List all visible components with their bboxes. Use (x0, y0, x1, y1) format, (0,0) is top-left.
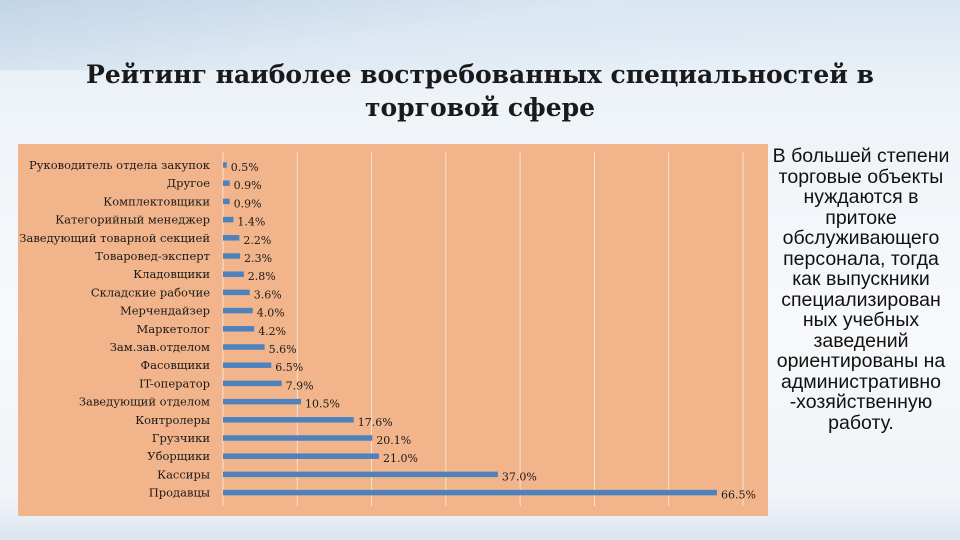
data-label: 4.0% (257, 307, 285, 320)
category-label: Другое (167, 176, 210, 190)
side-comment: В большей степени торговые объекты нужда… (772, 145, 950, 434)
category-label: IT-оператор (139, 376, 210, 390)
bar (223, 235, 240, 241)
data-label: 10.5% (305, 398, 340, 411)
category-label: Складские рабочие (91, 285, 210, 299)
bar (223, 471, 498, 478)
data-label: 7.9% (286, 379, 314, 392)
bar (223, 326, 255, 332)
category-label: Руководитель отдела закупок (29, 158, 211, 172)
data-label: 37.0% (502, 470, 537, 483)
category-label: Кассиры (157, 467, 210, 481)
bar (223, 180, 230, 186)
data-label: 20.1% (376, 434, 411, 447)
header-decoration (0, 0, 960, 70)
category-label: Заведующий товарной секцией (19, 231, 210, 245)
bar (223, 271, 244, 277)
data-label: 21.0% (383, 452, 418, 465)
bar (223, 307, 253, 314)
data-label: 66.5% (721, 489, 756, 502)
data-label: 5.6% (269, 343, 297, 356)
chart-plot-background (18, 144, 768, 516)
data-label: 2.8% (248, 270, 276, 283)
bar (223, 198, 230, 205)
bar (223, 417, 354, 423)
data-label: 2.2% (243, 234, 271, 247)
bar (223, 453, 379, 459)
bar-chart: Руководитель отдела закупок 0.5% Другое 0.9… (19, 152, 756, 506)
slide-title: Рейтинг наиболее востребованных специаль… (60, 58, 900, 124)
bar (223, 289, 250, 296)
data-label: 17.6% (358, 416, 393, 429)
bar (223, 489, 717, 496)
bar (223, 380, 282, 387)
category-label: Комплектовщики (103, 194, 210, 208)
data-label: 1.4% (237, 216, 265, 229)
data-label: 3.6% (254, 288, 282, 301)
data-label: 6.5% (275, 361, 303, 374)
data-label: 2.3% (244, 252, 272, 265)
bar (223, 216, 234, 223)
bar (223, 362, 272, 368)
category-label: Категорийный менеджер (55, 213, 210, 227)
category-label: Продавцы (149, 486, 210, 500)
category-label: Грузчики (152, 431, 210, 445)
bar (223, 398, 301, 405)
category-label: Товаровед-эксперт (95, 249, 210, 263)
category-label: Уборщики (147, 449, 210, 463)
category-label: Мерчендайзер (120, 304, 210, 318)
slide-title-line-2: торговой сфере (365, 93, 595, 122)
bar (223, 253, 241, 259)
category-label: Заведующий отделом (79, 395, 210, 409)
data-label: 0.9% (234, 197, 262, 210)
category-label: Кладовщики (133, 267, 210, 281)
bar (223, 162, 227, 168)
category-label: Фасовщики (141, 358, 211, 372)
data-label: 0.5% (231, 161, 259, 174)
category-label: Маркетолог (136, 322, 210, 336)
slide-title-line-1: Рейтинг наиболее востребованных специаль… (86, 60, 874, 89)
data-label: 4.2% (258, 325, 286, 338)
data-label: 0.9% (234, 179, 262, 192)
category-label: Контролеры (135, 413, 210, 427)
category-label: Зам.зав.отделом (110, 340, 210, 354)
bar (223, 344, 265, 350)
bar (223, 435, 373, 441)
